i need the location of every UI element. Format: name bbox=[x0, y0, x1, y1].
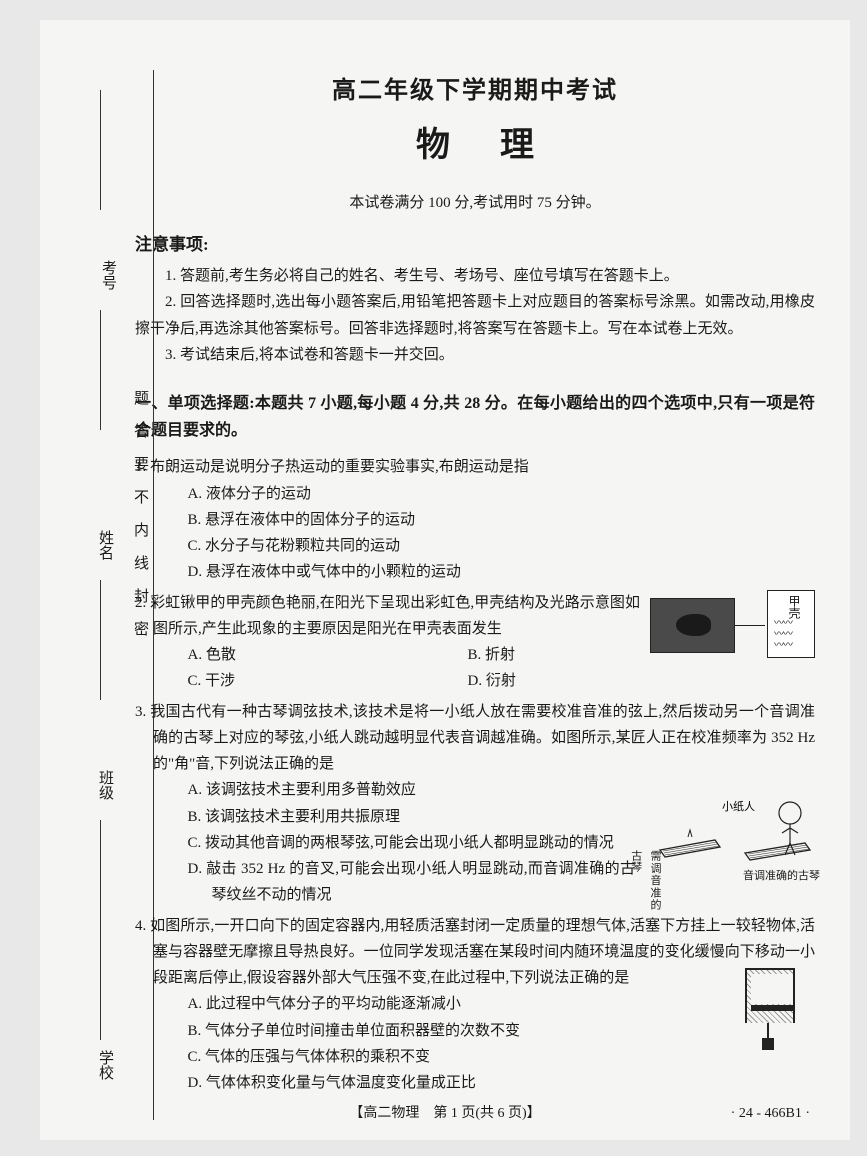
light-waves: 〰〰〰〰〰〰 bbox=[774, 618, 792, 651]
q2-option-c: C. 干涉 bbox=[188, 668, 468, 694]
q3-option-a: A. 该调弦技术主要利用多普勒效应 bbox=[135, 777, 635, 803]
q1-option-a: A. 液体分子的运动 bbox=[135, 481, 815, 507]
exam-page: 考号 姓名 班级 学校 题答要不内线封密 高二年级下学期期中考试 物理 本试卷满… bbox=[40, 20, 850, 1140]
q1-stem: 1. 布朗运动是说明分子热运动的重要实验事实,布朗运动是指 bbox=[135, 454, 815, 480]
q4-option-d: D. 气体体积变化量与气体温度变化量成正比 bbox=[135, 1070, 735, 1096]
hanging-string bbox=[767, 1023, 769, 1038]
margin-line bbox=[100, 580, 101, 700]
margin-line bbox=[100, 310, 101, 430]
light-diagram-box: 甲壳 〰〰〰〰〰〰 bbox=[767, 590, 815, 658]
paper-person-label: 小纸人 bbox=[722, 800, 755, 813]
question-3: 3. 我国古代有一种古琴调弦技术,该技术是将一小纸人放在需要校准音准的弦上,然后… bbox=[135, 699, 815, 909]
q1-option-b: B. 悬浮在液体中的固体分子的运动 bbox=[135, 507, 815, 533]
section-heading: 一、单项选择题:本题共 7 小题,每小题 4 分,共 28 分。在每小题给出的四… bbox=[135, 390, 815, 444]
hanging-weight bbox=[762, 1038, 774, 1050]
figure-beetle: 甲壳 〰〰〰〰〰〰 bbox=[650, 590, 815, 660]
q2-options-row2: C. 干涉 D. 衍射 bbox=[135, 668, 640, 694]
paper-code: · 24 - 466B1 · bbox=[731, 1106, 810, 1122]
exam-title-line1: 高二年级下学期期中考试 bbox=[135, 70, 815, 105]
margin-exam-no: 考号 bbox=[98, 260, 119, 290]
q2-option-d: D. 衍射 bbox=[468, 668, 516, 694]
q1-option-c: C. 水分子与花粉颗粒共同的运动 bbox=[135, 533, 815, 559]
guqin-svg: 小纸人 bbox=[650, 795, 820, 910]
page-footer: 【高二物理 第 1 页(共 6 页)】 bbox=[40, 1102, 850, 1122]
q2-options-row1: A. 色散 B. 折射 bbox=[135, 642, 640, 668]
notice-item: 2. 回答选择题时,选出每小题答案后,用铅笔把答题卡上对应题目的答案标号涂黑。如… bbox=[135, 289, 815, 342]
q2-stem: 2. 彩虹锹甲的甲壳颜色艳丽,在阳光下呈现出彩虹色,甲壳结构及光路示意图如图所示… bbox=[135, 590, 640, 643]
q4-option-a: A. 此过程中气体分子的平均动能逐渐减小 bbox=[135, 991, 735, 1017]
exam-title-line2: 物理 bbox=[135, 117, 815, 166]
connector-line bbox=[735, 625, 765, 626]
q3-stem: 3. 我国古代有一种古琴调弦技术,该技术是将一小纸人放在需要校准音准的弦上,然后… bbox=[135, 699, 815, 778]
margin-line bbox=[100, 90, 101, 210]
q1-option-d: D. 悬浮在液体中或气体中的小颗粒的运动 bbox=[135, 559, 815, 585]
exam-info: 本试卷满分 100 分,考试用时 75 分钟。 bbox=[135, 191, 815, 212]
notice-item: 3. 考试结束后,将本试卷和答题卡一并交回。 bbox=[135, 342, 815, 368]
question-2: 2. 彩虹锹甲的甲壳颜色艳丽,在阳光下呈现出彩虹色,甲壳结构及光路示意图如图所示… bbox=[135, 590, 815, 695]
right-guqin-label: 音调准确的古琴 bbox=[743, 867, 820, 886]
q3-option-b: B. 该调弦技术主要利用共振原理 bbox=[135, 804, 635, 830]
margin-line bbox=[100, 920, 101, 1040]
q3-option-c: C. 拨动其他音调的两根琴弦,可能会出现小纸人都明显跳动的情况 bbox=[159, 830, 635, 856]
light-label: 甲壳 bbox=[783, 595, 804, 619]
q4-option-c: C. 气体的压强与气体体积的乘积不变 bbox=[135, 1044, 735, 1070]
margin-class: 班级 bbox=[95, 770, 116, 800]
margin-name: 姓名 bbox=[95, 530, 116, 560]
piston bbox=[751, 1005, 793, 1011]
figure-container bbox=[745, 968, 805, 1053]
q4-stem: 4. 如图所示,一开口向下的固定容器内,用轻质活塞封闭一定质量的理想气体,活塞下… bbox=[135, 913, 815, 992]
margin-school: 学校 bbox=[95, 1050, 116, 1080]
q2-option-a: A. 色散 bbox=[188, 642, 468, 668]
question-1: 1. 布朗运动是说明分子热运动的重要实验事实,布朗运动是指 A. 液体分子的运动… bbox=[135, 454, 815, 585]
gas-region bbox=[751, 974, 793, 1004]
q4-option-b: B. 气体分子单位时间撞击单位面积器壁的次数不变 bbox=[135, 1018, 735, 1044]
left-guqin-label: 需调音准的古琴 bbox=[642, 850, 664, 910]
beetle-image bbox=[650, 598, 735, 653]
notice-title: 注意事项: bbox=[135, 230, 815, 255]
figure-guqin: 小纸人 需调音准的古琴 音调准确的古琴 bbox=[650, 795, 820, 910]
q3-option-d: D. 敲击 352 Hz 的音叉,可能会出现小纸人明显跳动,而音调准确的古琴纹丝… bbox=[159, 856, 635, 909]
notice-item: 1. 答题前,考生务必将自己的姓名、考生号、考场号、座位号填写在答题卡上。 bbox=[135, 263, 815, 289]
question-4: 4. 如图所示,一开口向下的固定容器内,用轻质活塞封闭一定质量的理想气体,活塞下… bbox=[135, 913, 815, 1097]
container-box bbox=[745, 968, 795, 1023]
q2-option-b: B. 折射 bbox=[468, 642, 516, 668]
